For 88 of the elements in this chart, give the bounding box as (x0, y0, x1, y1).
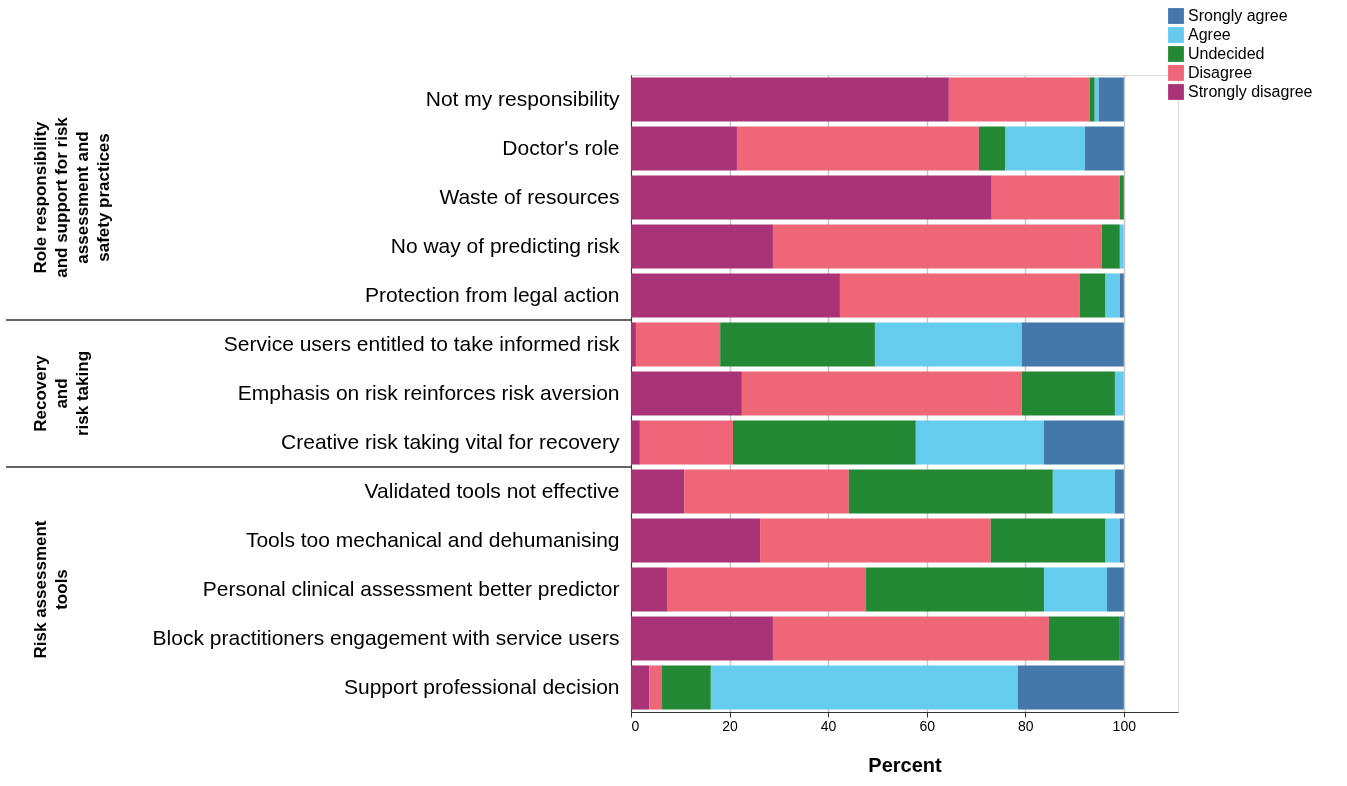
bar (741, 371, 1022, 416)
y-tick-label: Emphasis on risk reinforces risk aversion (237, 380, 620, 404)
bar (631, 616, 773, 661)
bar (1094, 77, 1099, 122)
bar (649, 665, 663, 710)
bar (948, 77, 1090, 122)
bar (978, 126, 1006, 171)
text: Role responsibility and support for risk assessment and safety practices (31, 116, 113, 278)
y-tick-label: Service users entitled to take informed risk (223, 331, 620, 355)
bar (990, 518, 1106, 563)
y-tick-label: Block practitioners engagement with service users (152, 625, 620, 649)
bar (874, 322, 1022, 367)
y-tick-label: Personal clinical assessment better predictor (202, 576, 620, 600)
bar (760, 518, 991, 563)
bar (839, 273, 1080, 318)
bar (736, 126, 979, 171)
bar (631, 469, 685, 514)
bar (991, 175, 1120, 220)
bar (1043, 567, 1108, 612)
x-tick-label: 20 (722, 717, 739, 734)
bar (1079, 273, 1106, 318)
legend-label: Srongly agree (1188, 7, 1288, 24)
bar (866, 567, 1044, 612)
bar (1052, 469, 1115, 514)
bar (720, 322, 875, 367)
bar (631, 518, 761, 563)
bar (772, 224, 1102, 269)
bar (1119, 616, 1124, 661)
x-tick-label: 0 (631, 717, 640, 734)
y-tick-label: Tools too mechanical and dehumanising (245, 527, 620, 551)
y-tick-label: Waste of resources (439, 184, 620, 208)
bar (1119, 273, 1124, 318)
bar (631, 322, 636, 367)
bar (1105, 518, 1120, 563)
text: Risk assessment tools (31, 520, 71, 659)
bar (1105, 273, 1120, 318)
bar (631, 665, 650, 710)
bar (684, 469, 849, 514)
x-tick-label: 80 (1017, 717, 1034, 734)
y-tick-label: Validated tools not effective (364, 478, 620, 502)
bar (631, 224, 773, 269)
bar (1021, 322, 1124, 367)
bar (1114, 469, 1124, 514)
bar (915, 420, 1044, 465)
bar (848, 469, 1053, 514)
bar (631, 371, 742, 416)
y-tick-label: Not my responsibility (425, 86, 620, 110)
bar (1017, 665, 1124, 710)
bar (631, 126, 737, 171)
bar (1021, 371, 1115, 416)
bar (1084, 126, 1124, 171)
y-tick-label: Protection from legal action (365, 282, 620, 306)
bar (733, 420, 916, 465)
legend-label: Undecided (1188, 45, 1265, 62)
y-tick-label: Creative risk taking vital for recovery (281, 429, 620, 453)
x-tick-label: 60 (919, 717, 936, 734)
bar (631, 273, 840, 318)
legend-label: Agree (1188, 26, 1231, 43)
bar (1107, 567, 1124, 612)
bar (662, 665, 711, 710)
y-tick-label: Doctor's role (502, 135, 620, 159)
bar (1048, 616, 1120, 661)
bar (1119, 224, 1124, 269)
bar (1089, 77, 1095, 122)
x-tick-label: 40 (820, 717, 837, 734)
bar (639, 420, 734, 465)
bar (631, 567, 667, 612)
text: Recovery and risk taking (31, 350, 92, 437)
bar (631, 175, 992, 220)
legend-label: Disagree (1188, 64, 1253, 81)
bar (710, 665, 1018, 710)
bar (1119, 175, 1124, 220)
bar (1119, 518, 1124, 563)
bar (1098, 77, 1124, 122)
bar (631, 77, 949, 122)
y-tick-label: Support professional decision (343, 674, 620, 698)
bar (631, 420, 640, 465)
bar (1114, 371, 1124, 416)
x-axis-title: Percent (868, 753, 943, 776)
bar (666, 567, 867, 612)
bar (1101, 224, 1120, 269)
bar (1043, 420, 1124, 465)
y-tick-label: No way of predicting risk (390, 233, 620, 257)
bar (772, 616, 1049, 661)
legend-label: Strongly disagree (1188, 83, 1313, 100)
x-tick-label: 100 (1112, 717, 1137, 734)
bar (1005, 126, 1085, 171)
bar (635, 322, 721, 367)
